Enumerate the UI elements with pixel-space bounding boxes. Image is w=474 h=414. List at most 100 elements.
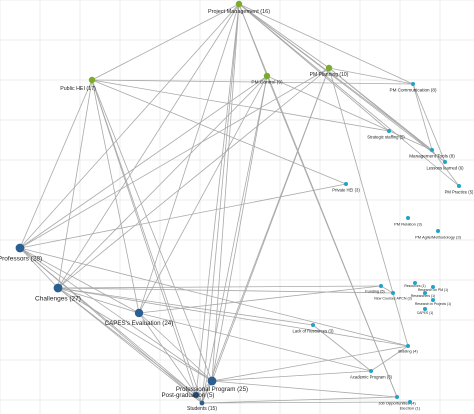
edge-challenges-profprogram [57,287,213,382]
node-dot-challenges[interactable] [53,283,63,293]
node-public[interactable]: Public HEI (17) [60,76,96,92]
node-label-jobopp: Job Opportunities (4) [378,400,416,405]
node-newcourses[interactable]: New Courses APCN (3) [374,291,412,300]
node-dot-researchprojects[interactable] [431,298,435,302]
node-dot-newcourses[interactable] [391,291,395,295]
node-private[interactable]: Private HEI (3) [332,182,360,192]
node-researchers[interactable]: Researchers (1) [411,291,435,298]
node-dot-pmplanning[interactable] [325,64,333,72]
edge-pmplanning-students [201,67,330,404]
node-label-newcourses: New Courses APCN (3) [374,296,412,300]
node-dot-private[interactable] [344,182,348,186]
edge-challenges-bidding [57,287,409,347]
node-dot-pmagile[interactable] [436,229,440,233]
node-label-pmplanning: PM Planning (10) [310,72,349,78]
node-capes[interactable]: CAPES's Evaluation (24) [105,308,174,327]
edge-public-professors [19,79,93,249]
edge-professors-capes [19,247,140,314]
node-dot-researchpm[interactable] [431,285,435,289]
node-resources[interactable]: Resources (1) [404,281,426,288]
node-dot-pmpractice[interactable] [457,184,461,188]
node-label-lessons: Lessons learned (6) [426,165,464,170]
edge-capes-academic [138,312,372,372]
node-dot-pmcomm[interactable] [411,82,415,86]
node-label-lackresources: Lack of Resources (3) [293,328,335,333]
node-pmplanning[interactable]: PM Planning (10) [310,64,349,78]
node-dot-bidding[interactable] [406,344,410,348]
node-label-pmpractice: PM Practice (5) [445,189,474,194]
node-profprogram[interactable]: Professional Program (25) [176,376,248,394]
node-dot-pm[interactable] [235,0,243,8]
node-students[interactable]: Students (15) [187,400,217,412]
edge-pm-postgrad [195,3,240,396]
node-pmrelation[interactable]: PM Relation (3) [394,216,423,226]
edge-professors-challenges [19,247,59,289]
node-dot-postgrad[interactable] [192,391,200,399]
edge-pmplanning-mgmttools [328,67,433,151]
edge-funding-newcourses [380,285,394,294]
edge-pmcontrol-challenges [57,75,268,289]
node-dot-public[interactable] [88,76,96,84]
node-academic[interactable]: Academic Program (3) [350,369,393,379]
node-lessons[interactable]: Lessons learned (6) [426,160,464,170]
node-dot-funding[interactable] [379,284,383,288]
node-professors[interactable]: Professors (28) [0,243,42,263]
node-funding[interactable]: Funding (5) [365,284,385,293]
edge-capes-profprogram [138,312,213,382]
edge-professors-private [19,183,347,249]
edge-pm-professors [19,3,240,249]
node-pmpractice[interactable]: PM Practice (5) [445,184,474,194]
node-label-academic: Academic Program (3) [350,374,392,379]
node-dot-lackresources[interactable] [311,323,315,327]
node-capes2[interactable]: CAPES (1) [417,307,434,315]
edge-pm-pmcomm [238,3,414,85]
node-dot-profprogram[interactable] [207,376,217,386]
node-dot-students[interactable] [199,400,205,406]
node-dot-strategic[interactable] [387,129,391,133]
edge-pm-profprogram [211,3,240,382]
node-label-pm: Project Management (16) [208,9,270,15]
node-dot-professors[interactable] [15,243,25,253]
node-label-researchpm: Research on PM (1) [418,288,448,292]
node-mgmttools[interactable]: Management Tools (8) [409,148,455,159]
edge-lackresources-academic [312,324,372,372]
node-pm[interactable]: Project Management (16) [208,0,270,15]
node-dot-election[interactable] [408,400,412,404]
edge-pmplanning-challenges [57,67,330,289]
node-jobopp[interactable]: Job Opportunities (4) [378,395,416,405]
node-dot-mgmttools[interactable] [430,148,434,152]
node-dot-capes2[interactable] [423,307,427,311]
node-pmcomm[interactable]: PM Communication (8) [390,82,437,93]
edge-pmcontrol-professors [19,75,268,249]
edge-pm-public [91,3,240,81]
edge-challenges-students [57,287,203,404]
node-dot-jobopp[interactable] [395,395,399,399]
node-strategic[interactable]: Strategic staffing (5) [367,129,405,139]
node-pmagile[interactable]: PM Agile/Methodology (3) [415,229,462,239]
edge-pmplanning-bidding [328,67,409,347]
node-dot-academic[interactable] [369,369,373,373]
node-researchpm[interactable]: Research on PM (1) [418,285,448,292]
edge-pm-pmplanning [238,3,330,69]
edge-public-strategic [91,79,390,132]
node-dot-capes[interactable] [134,308,144,318]
node-researchprojects[interactable]: Research in Projects (1) [415,298,451,306]
node-dot-pmcontrol[interactable] [263,72,271,80]
node-lackresources[interactable]: Lack of Resources (3) [293,323,335,333]
node-dot-pmrelation[interactable] [406,216,410,220]
node-postgrad[interactable]: Post-graduation (5) [162,391,215,399]
node-label-researchers: Researchers (1) [411,294,435,298]
node-challenges[interactable]: Challenges (27) [35,283,81,303]
edge-pmcomm-lessons [412,83,446,163]
node-dot-resources[interactable] [413,281,417,285]
edge-pmplanning-pmcomm [328,67,414,85]
node-label-researchprojects: Research in Projects (1) [415,302,451,306]
node-bidding[interactable]: Bidding (4) [398,344,418,353]
node-election[interactable]: Election (1) [400,400,421,410]
node-dot-researchers[interactable] [423,291,427,295]
node-label-private: Private HEI (3) [332,187,360,192]
node-pmcontrol[interactable]: PM Control (9) [251,72,283,86]
edge-capes-students [138,312,203,404]
node-dot-lessons[interactable] [443,160,447,164]
